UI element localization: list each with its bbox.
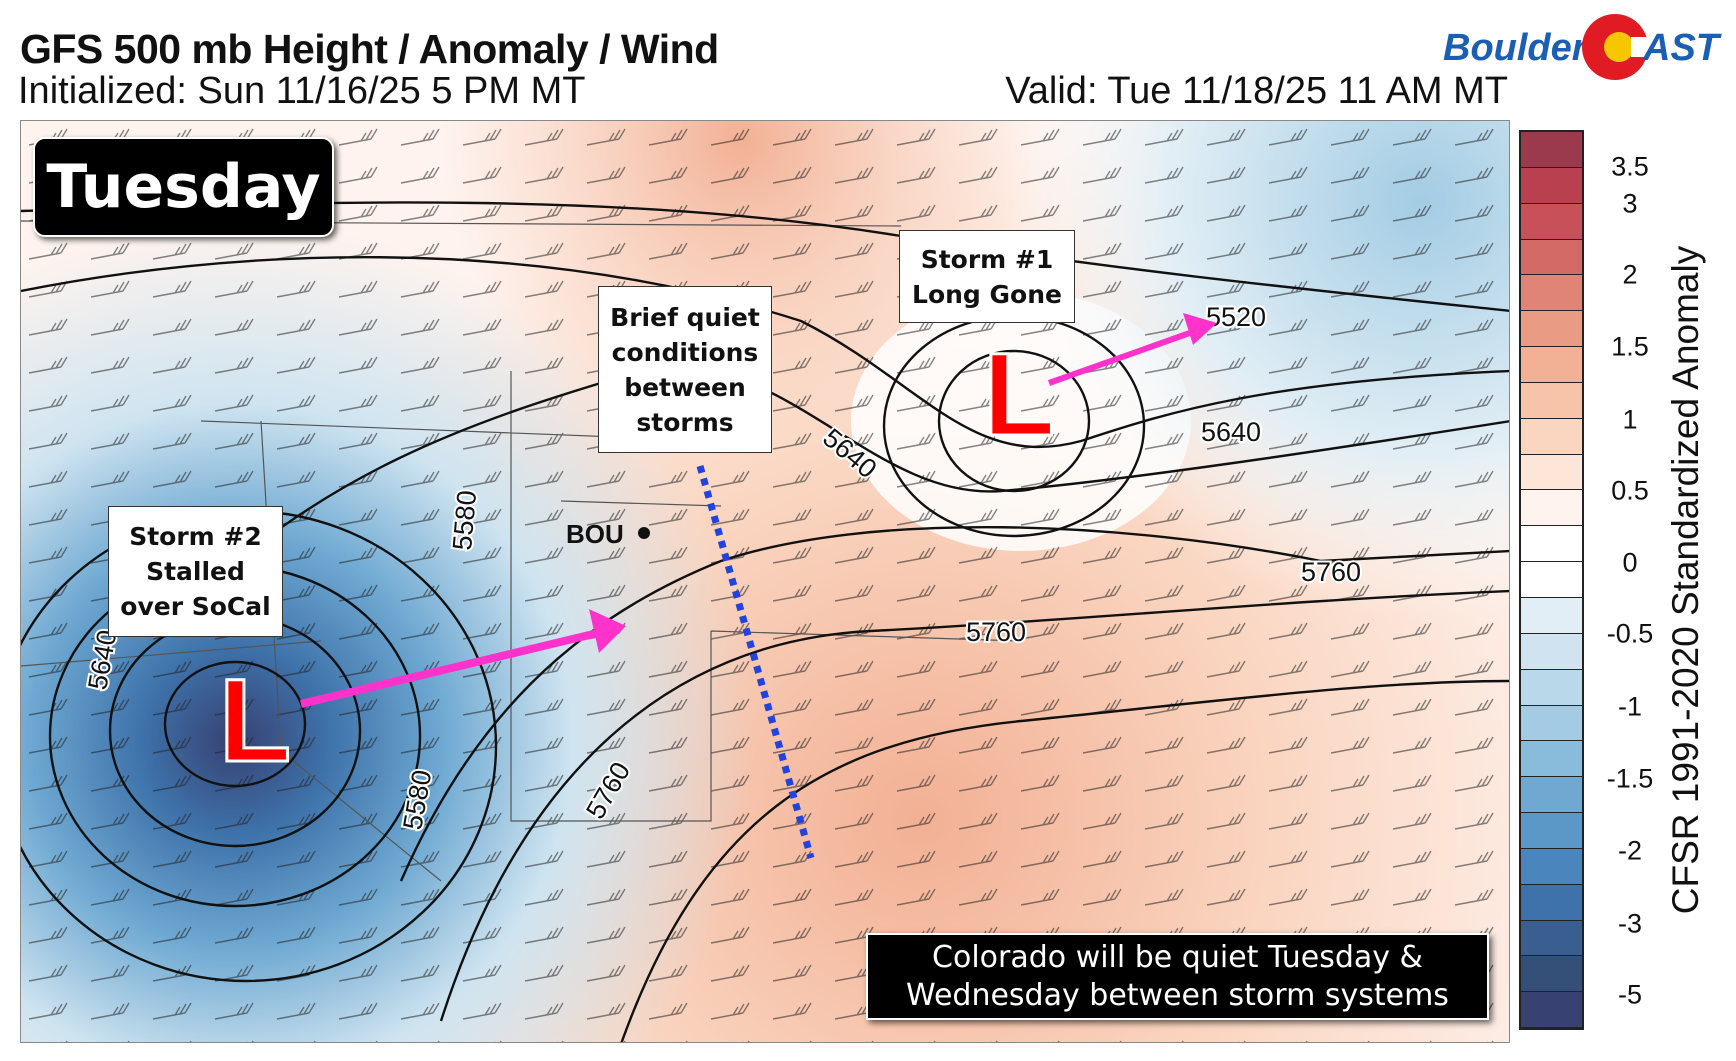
contour-labels: 5640 5580 5640 5520 5640 5760 5760 5760 … bbox=[80, 300, 1363, 834]
annotation-line: over SoCal bbox=[120, 592, 271, 621]
colorbar-swatch bbox=[1521, 956, 1582, 993]
colorbar-swatch bbox=[1521, 992, 1582, 1029]
colorbar-swatch bbox=[1521, 490, 1582, 527]
caption-annotation: Colorado will be quiet Tuesday & Wednesd… bbox=[866, 933, 1489, 1020]
colorbar-swatch bbox=[1521, 382, 1582, 419]
storm2-annotation: Storm #2 Stalled over SoCal bbox=[108, 506, 283, 637]
colorbar-swatch bbox=[1521, 132, 1582, 168]
colorbar-swatch bbox=[1521, 669, 1582, 706]
colorbar-swatch bbox=[1521, 562, 1582, 598]
svg-text:5760: 5760 bbox=[966, 617, 1026, 647]
colorbar-tick-label: 3 bbox=[1622, 188, 1638, 219]
colorbar-swatch bbox=[1521, 741, 1582, 778]
colorbar-swatch bbox=[1521, 347, 1582, 383]
colorbar-swatch bbox=[1521, 597, 1582, 634]
storm2-low-symbol: L bbox=[219, 655, 291, 787]
bou-station-label: BOU bbox=[566, 519, 624, 549]
colorbar-swatch bbox=[1521, 848, 1582, 885]
logo-text-left: Boulder bbox=[1443, 27, 1589, 69]
colorbar-tick-label: 0.5 bbox=[1611, 475, 1649, 506]
colorbar-swatch bbox=[1521, 203, 1582, 240]
bou-station-dot bbox=[638, 527, 650, 539]
colorbar-tick-label: -1 bbox=[1617, 691, 1642, 722]
valid-time: Valid: Tue 11/18/25 11 AM MT bbox=[1005, 70, 1508, 112]
colorbar bbox=[1519, 130, 1584, 1030]
storm1-motion-arrow bbox=[1047, 313, 1217, 386]
annotation-line: Brief quiet bbox=[610, 302, 760, 332]
annotation-line: between bbox=[624, 372, 746, 402]
annotation-line: Storm #1 bbox=[920, 244, 1054, 274]
colorbar-swatch bbox=[1521, 813, 1582, 849]
colorbar-tick-label: -5 bbox=[1617, 979, 1642, 1010]
colorbar-tick-label: -3 bbox=[1617, 908, 1642, 939]
svg-text:5580: 5580 bbox=[447, 489, 482, 551]
colorbar-swatch bbox=[1521, 275, 1582, 312]
bouldercast-logo: Boulder AST bbox=[1443, 14, 1722, 80]
day-label-text: Tuesday bbox=[46, 152, 321, 222]
colorbar-swatch bbox=[1521, 167, 1582, 204]
colorbar-swatch bbox=[1521, 526, 1582, 563]
height-contours bbox=[21, 201, 1509, 1042]
storm1-annotation: Storm #1 Long Gone bbox=[899, 230, 1075, 323]
colorbar-swatch bbox=[1521, 705, 1582, 742]
colorbar-swatch bbox=[1521, 454, 1582, 491]
colorbar-swatch bbox=[1521, 311, 1582, 348]
day-label: Tuesday bbox=[33, 137, 334, 237]
caption-line: Colorado will be quiet Tuesday & bbox=[932, 940, 1423, 975]
svg-text:5640: 5640 bbox=[1201, 417, 1261, 447]
storm1-low-symbol: L bbox=[983, 329, 1055, 461]
logo-text-right: AST bbox=[1642, 27, 1722, 69]
svg-text:5760: 5760 bbox=[1301, 557, 1361, 587]
colorbar-swatch bbox=[1521, 920, 1582, 957]
colorbar-swatch bbox=[1521, 884, 1582, 921]
colorbar-tick-label: -1.5 bbox=[1606, 763, 1654, 794]
annotation-line: Long Gone bbox=[912, 279, 1062, 309]
svg-text:5520: 5520 bbox=[1206, 302, 1266, 332]
colorbar-tick-label: -0.5 bbox=[1606, 618, 1654, 649]
colorbar-swatch bbox=[1521, 777, 1582, 814]
quiet-divider-line bbox=[696, 465, 815, 859]
colorbar-tick-label: 3.5 bbox=[1611, 151, 1649, 182]
chart-title: GFS 500 mb Height / Anomaly / Wind bbox=[20, 26, 719, 72]
colorbar-tick-label: 2 bbox=[1622, 259, 1638, 290]
caption-line: Wednesday between storm systems bbox=[906, 977, 1449, 1013]
colorbar-tick-label: 1.5 bbox=[1611, 331, 1649, 362]
colorbar-title: CFSR 1991-2020 Standardized Anomaly bbox=[1665, 245, 1706, 915]
colorbar-tick-label: -2 bbox=[1617, 835, 1642, 866]
storm2-motion-arrow bbox=[300, 609, 626, 708]
colorbar-swatch bbox=[1521, 633, 1582, 670]
colorbar-tick-label: 0 bbox=[1622, 547, 1638, 578]
annotation-line: conditions bbox=[611, 337, 759, 367]
colorbar-tick-label: 1 bbox=[1622, 404, 1638, 435]
annotation-line: Stalled bbox=[146, 557, 245, 586]
annotation-line: Storm #2 bbox=[129, 522, 262, 551]
annotation-line: storms bbox=[636, 407, 734, 437]
colorbar-swatch bbox=[1521, 239, 1582, 276]
quiet-annotation: Brief quiet conditions between storms bbox=[598, 286, 772, 453]
initialized-time: Initialized: Sun 11/16/25 5 PM MT bbox=[18, 70, 586, 112]
colorbar-swatch bbox=[1521, 418, 1582, 455]
